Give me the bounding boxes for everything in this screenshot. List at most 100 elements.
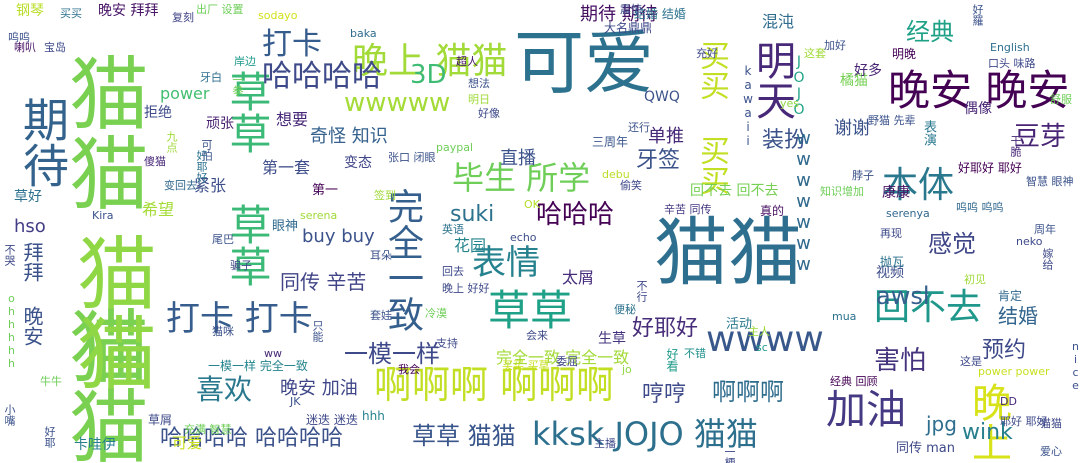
cloud-word: 谢谢 [834,118,870,139]
cloud-word: 好耶 [43,426,56,448]
cloud-word: JK [290,395,301,408]
cloud-word: 哼哼 [642,382,687,407]
cloud-word: 耶好 耶好 [1000,415,1048,428]
cloud-word: 主人 [748,325,770,338]
cloud-word: 奇怪 知识 [310,126,388,147]
cloud-word: 草草 草草 [223,70,272,287]
cloud-word: 好看 [665,348,679,372]
cloud-word: 变态 [344,155,372,171]
cloud-word: 草屑 [148,413,173,427]
cloud-word: Kira [92,209,114,222]
cloud-word: 回去 [442,265,464,278]
cloud-word: 傻猫 [144,155,166,168]
cloud-word: 可怕 [200,139,213,161]
cloud-word: 本体 [882,165,955,206]
cloud-word: 毕生 所学 [452,159,591,197]
cloud-word: 迷迭 迷迭 [306,413,358,427]
cloud-word: 震惊 [620,3,642,16]
cloud-word: paypal [436,141,474,154]
cloud-word: 买买 [60,7,82,20]
cloud-word: 偷笑 [620,179,642,192]
cloud-word: 主播 [594,437,616,450]
cloud-word: hhh [362,409,385,423]
cloud-word: English [990,41,1030,54]
cloud-word: 一模一样 [344,340,440,368]
cloud-word: 不哭 [3,244,16,266]
cloud-word: 啊啊啊 [712,378,784,406]
cloud-word: 喇叭 [14,41,36,54]
cloud-word: 出厂 设置 [196,3,244,16]
cloud-word: 九点 [165,131,178,153]
cloud-word: 充好 [696,47,718,60]
cloud-word: 拜拜 晚安 [20,242,44,346]
cloud-word: 一拳 [231,74,244,96]
cloud-word: 经典 回顾 [830,375,878,388]
cloud-word: 偶像 [964,101,992,117]
cloud-word: 草草 [488,286,573,335]
cloud-word: 草好 [14,189,42,205]
cloud-word: 英语 [442,223,464,236]
cloud-word: 这是 [960,355,982,368]
cloud-word: 复刻 [172,11,194,24]
cloud-word: power power [978,365,1050,378]
cloud-word: 便秘 [614,303,636,316]
cloud-word: 明日 [468,93,490,106]
cloud-word: 明天 [749,40,795,120]
cloud-word: nice [1069,340,1080,392]
cloud-word: 晚安 加油 [280,378,358,399]
cloud-word: 一模一样 完全一致 [208,359,308,373]
cloud-word: 哈哈哈哈 哈哈哈哈 [160,426,343,451]
cloud-word: power [160,84,210,103]
cloud-word: 不行 [635,280,648,302]
cloud-word: 支持 [436,337,458,350]
cloud-word: 回不去 [874,287,983,328]
cloud-word: 结婚 [998,304,1038,328]
cloud-word: 活动 [726,317,753,332]
cloud-word: 同传 man [896,441,956,456]
cloud-word: 牛牛 [40,375,62,388]
cloud-word: 草草 猫猫 [412,422,516,450]
cloud-word: 充满 智慧 [184,423,232,436]
cloud-word: 好耶好 耶好 [958,161,1022,175]
cloud-word: 紧张 [194,176,227,195]
cloud-word: kawaii [741,64,755,148]
cloud-word: yes [780,97,800,110]
cloud-word: 期待 期待 [580,4,658,25]
cloud-word: 呜呜 [8,31,30,44]
cloud-word: 周年 [1034,223,1056,236]
cloud-word: 不错 [684,347,706,360]
cloud-word: 猫猫 猫猫 [56,52,149,463]
cloud-word: neko [1016,235,1043,248]
cloud-word: buy buy [302,226,375,247]
cloud-word: serena [300,209,338,222]
cloud-word: 同传 辛苦 [280,270,367,294]
cloud-word: 再现 [880,227,902,240]
cloud-word: 卡哇伊 [74,437,116,453]
cloud-word: 真的 [760,204,785,218]
cloud-word: 完全一致 完全一致 [496,348,630,367]
cloud-word: 打卡 [262,27,322,62]
cloud-word: 嫁给 [1041,248,1054,270]
cloud-word: 牙签 [636,148,681,173]
cloud-word: 冷漠 [425,307,447,320]
cloud-word: 直播 [500,148,536,169]
cloud-word: wwww [706,319,824,360]
cloud-word: 大名鼎鼎 [604,21,653,35]
cloud-word: 会来 [526,329,548,342]
cloud-word: 完全一致 [382,188,423,332]
cloud-word: JOJO [791,54,807,118]
cloud-word: sc [756,341,768,354]
cloud-word: 一梗 [723,446,736,463]
cloud-word: mua [832,310,857,323]
cloud-word: 加好 [824,39,846,52]
cloud-word: 猫猫 猫猫 [64,232,157,463]
cloud-word: 小嘴 [3,404,16,426]
cloud-word: 加油 [826,387,906,433]
cloud-word: baka [350,27,377,40]
cloud-word: 这套 [804,47,826,60]
cloud-word: DD [1000,395,1017,408]
cloud-word: 骗子 [230,259,252,272]
cloud-word: 希望 [142,200,175,219]
cloud-word: OK [524,198,540,211]
cloud-word: 耳朵 [370,249,392,262]
